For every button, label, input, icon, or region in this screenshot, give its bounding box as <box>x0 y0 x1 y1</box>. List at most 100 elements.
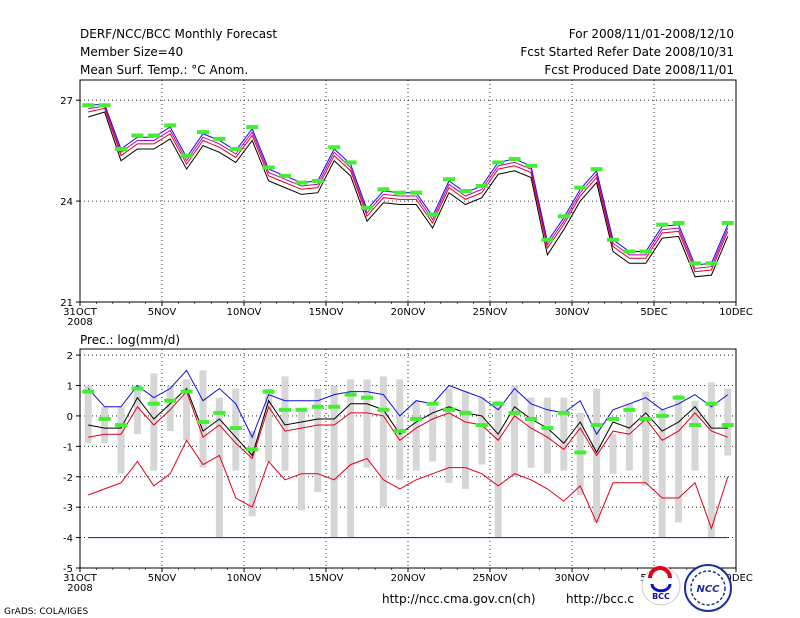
climatology-marker <box>557 214 570 219</box>
spread-bar <box>281 376 289 471</box>
climatology-marker <box>246 447 259 452</box>
spread-bar <box>166 385 174 432</box>
x-tick-label: 25NOV <box>473 307 508 318</box>
spread-bar <box>330 385 338 538</box>
footer-url-ch[interactable]: http://ncc.cma.gov.cn(ch) <box>382 592 536 606</box>
spread-bar <box>494 400 502 538</box>
climatology-marker <box>131 386 144 391</box>
climatology-marker <box>475 183 488 188</box>
spread-bar <box>658 409 666 538</box>
forecast-period: For 2008/11/01-2008/12/10 <box>569 27 734 41</box>
series-mean <box>88 107 729 273</box>
climatology-marker <box>607 416 619 421</box>
spread-bar <box>101 406 109 444</box>
forecast-start-date: Fcst Started Refer Date 2008/10/31 <box>520 45 734 59</box>
spread-bar <box>478 397 486 465</box>
climatology-marker <box>262 165 275 170</box>
climatology-marker <box>492 401 505 406</box>
spread-bar <box>150 373 158 471</box>
climatology-marker <box>361 395 373 400</box>
footer-url-bcc[interactable]: http://bcc.c <box>566 592 634 606</box>
climatology-marker <box>98 416 111 421</box>
climatology-marker <box>164 123 177 128</box>
x-tick-label: 20NOV <box>391 573 426 584</box>
climatology-marker <box>393 429 406 434</box>
climatology-marker <box>295 407 308 412</box>
climatology-marker <box>213 136 226 141</box>
climatology-marker <box>639 416 652 421</box>
climatology-marker <box>443 177 455 182</box>
spread-bar <box>461 391 469 489</box>
climatology-marker <box>377 407 390 412</box>
climatology-marker <box>557 410 570 415</box>
spread-bar <box>707 382 715 538</box>
climatology-marker <box>229 426 242 431</box>
spread-bar <box>609 434 617 474</box>
climatology-marker <box>82 103 95 108</box>
climatology-marker <box>279 173 291 178</box>
climatology-marker <box>508 157 521 162</box>
x-tick-label: 15NOV <box>309 307 344 318</box>
x-tick-label: 30NOV <box>555 573 590 584</box>
y-tick-label: 0 <box>67 412 73 423</box>
spread-bar <box>543 397 551 474</box>
spread-bar <box>429 406 437 462</box>
climatology-marker <box>197 420 209 424</box>
climatology-marker <box>147 133 160 138</box>
spread-bar <box>724 388 732 456</box>
climatology-marker <box>246 125 259 130</box>
spread-bar <box>199 370 207 468</box>
climatology-marker <box>131 133 144 138</box>
x-tick-label: 10NOV <box>227 307 262 318</box>
ncc-logo: NCC <box>684 564 732 612</box>
climatology-marker <box>705 261 718 266</box>
climatology-marker <box>656 413 669 418</box>
x-tick-label: 10DEC <box>719 307 753 318</box>
climatology-marker <box>721 423 734 428</box>
x-tick-label: 10NOV <box>227 573 262 584</box>
spread-bar <box>379 376 387 508</box>
spread-bar <box>314 388 322 492</box>
climatology-marker <box>590 167 603 172</box>
climatology-marker <box>689 423 701 428</box>
climatology-marker <box>672 220 685 225</box>
climatology-marker <box>98 103 111 108</box>
climatology-marker <box>459 189 472 193</box>
spread-bar <box>445 388 453 483</box>
y-tick-label: 1 <box>67 382 73 393</box>
x-tick-label: 31OCT <box>63 573 98 584</box>
climatology-marker <box>475 423 488 428</box>
x-tick-label: 31OCT <box>63 307 98 318</box>
climatology-marker <box>115 146 127 151</box>
climatology-marker <box>410 190 423 195</box>
climatology-marker <box>639 249 652 254</box>
climatology-marker <box>426 212 439 217</box>
climatology-marker <box>377 187 390 192</box>
climatology-marker <box>574 450 587 455</box>
climatology-marker <box>426 401 439 406</box>
x-tick-label: 5NOV <box>148 307 177 318</box>
x-tick-label: 15NOV <box>309 573 344 584</box>
climatology-marker <box>82 389 95 394</box>
spread-bar <box>215 397 223 538</box>
climatology-marker <box>164 398 177 403</box>
variable-label: Mean Surf. Temp.: °C Anom. <box>80 63 248 77</box>
climatology-marker <box>541 237 554 242</box>
bcc-logo: BCC <box>641 566 681 606</box>
climatology-marker <box>672 395 685 400</box>
spread-bar <box>527 397 535 468</box>
series-mean <box>88 387 728 457</box>
series-min <box>88 439 729 531</box>
spread-bar <box>117 406 125 474</box>
climatology-marker <box>147 401 160 406</box>
x-tick-label: 25NOV <box>473 573 508 584</box>
climatology-marker <box>197 130 209 135</box>
climatology-marker <box>525 163 537 168</box>
x-sublabel: 2008 <box>67 583 92 594</box>
spread-bar <box>412 400 420 471</box>
y-tick-label: -3 <box>63 503 73 514</box>
climatology-marker <box>541 426 554 431</box>
climatology-marker <box>328 145 341 150</box>
series-upper <box>88 103 729 266</box>
